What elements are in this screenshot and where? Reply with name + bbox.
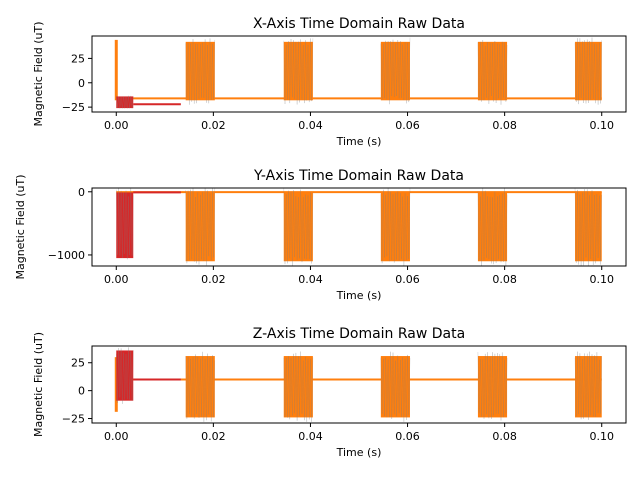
x-tick-label: 0.02 <box>201 119 226 132</box>
x-tick-label: 0.00 <box>104 273 129 286</box>
series-burst-trace <box>185 351 215 422</box>
series-burst-trace <box>574 37 602 105</box>
x-axis-label: Time (s) <box>336 446 382 459</box>
x-tick-label: 0.06 <box>395 119 420 132</box>
x-axis-label: Time (s) <box>336 135 382 148</box>
x-tick-label: 0.08 <box>492 273 517 286</box>
x-tick-label: 0.06 <box>395 273 420 286</box>
axes-frame <box>91 35 627 113</box>
series-burst-trace <box>116 95 134 109</box>
axes-frame <box>91 345 627 424</box>
chart-title: X-Axis Time Domain Raw Data <box>253 16 465 32</box>
x-tick-label: 0.02 <box>201 430 226 443</box>
subplot-2: 0.00 0.02 0.04 0.06 0.08 0.10 0 −1000 Y-Axis Tim… <box>14 168 627 302</box>
subplot-1: 0.00 0.02 0.04 0.06 0.08 0.10 25 0 −25 X-Axis Tim… <box>32 16 627 148</box>
x-tick-label: 0.10 <box>589 430 614 443</box>
series-burst-trace <box>380 351 411 422</box>
series-burst-trace <box>574 351 602 420</box>
y-tick-label: 0 <box>78 385 85 398</box>
plot-area <box>114 347 602 422</box>
y-tick-label: 25 <box>71 357 85 370</box>
x-tick-label: 0.00 <box>104 430 129 443</box>
series-orange <box>114 351 602 422</box>
x-tick-label: 0.04 <box>298 119 323 132</box>
series-red <box>116 188 181 260</box>
subplot-3: 0.00 0.02 0.04 0.06 0.08 0.10 25 0 −25 Z-Axis Tim… <box>32 326 627 459</box>
axes-frame <box>91 187 627 267</box>
series-burst-envelope <box>116 96 134 109</box>
x-tick-label: 0.02 <box>201 273 226 286</box>
y-tick-label: −25 <box>62 413 85 426</box>
x-tick-label: 0.08 <box>492 119 517 132</box>
y-tick-label: 0 <box>78 186 85 199</box>
plot-area <box>114 37 602 109</box>
series-burst-trace <box>185 38 215 105</box>
y-tick-label: −1000 <box>48 249 85 262</box>
series-orange <box>116 188 602 266</box>
series-burst-envelope <box>116 350 134 401</box>
x-axis-label: Time (s) <box>336 289 382 302</box>
series-burst-trace <box>477 39 508 105</box>
series-burst-envelope <box>116 192 134 259</box>
x-tick-label: 0.00 <box>104 119 129 132</box>
x-tick-label: 0.04 <box>298 430 323 443</box>
plot-area <box>116 188 602 266</box>
series-red <box>116 347 181 404</box>
series-red <box>116 95 181 109</box>
series-burst-trace <box>185 188 215 266</box>
y-axis-label: Magnetic Field (uT) <box>32 21 45 126</box>
x-tick-label: 0.08 <box>492 430 517 443</box>
series-orange <box>114 37 602 105</box>
series-burst-trace <box>477 188 508 266</box>
y-tick-label: 25 <box>71 52 85 65</box>
series-burst-trace <box>283 351 314 422</box>
series-burst-trace <box>477 351 508 421</box>
chart-title: Z-Axis Time Domain Raw Data <box>253 326 465 342</box>
series-burst-trace <box>283 188 314 266</box>
x-tick-label: 0.10 <box>589 119 614 132</box>
y-tick-label: −25 <box>62 101 85 114</box>
series-burst-trace <box>116 188 134 260</box>
series-burst-trace <box>380 37 411 105</box>
x-tick-label: 0.10 <box>589 273 614 286</box>
series-burst-trace <box>380 188 411 266</box>
series-burst-trace <box>283 38 314 105</box>
x-tick-label: 0.06 <box>395 430 420 443</box>
chart-title: Y-Axis Time Domain Raw Data <box>253 168 464 184</box>
y-axis-label: Magnetic Field (uT) <box>32 332 45 437</box>
series-burst-trace <box>116 347 134 404</box>
x-tick-label: 0.04 <box>298 273 323 286</box>
y-tick-label: 0 <box>78 77 85 90</box>
y-axis-label: Magnetic Field (uT) <box>14 174 27 279</box>
